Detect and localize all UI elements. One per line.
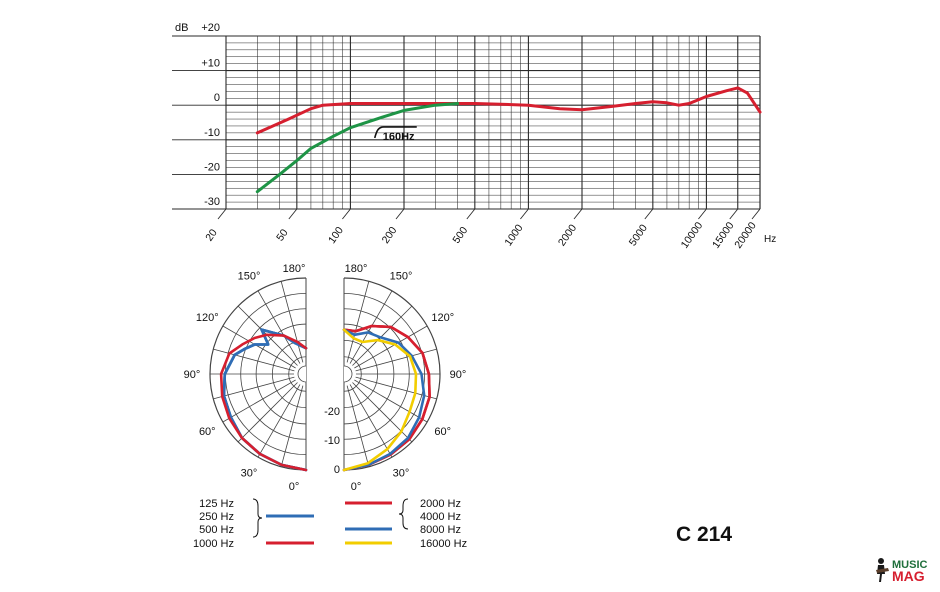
polar-center-right (343, 365, 353, 383)
watermark: MUSIC MAG (874, 556, 936, 584)
polar-curve-right-3 (342, 328, 426, 472)
polar-curve-left-4 (219, 333, 308, 472)
legend-right-label: 2000 Hz (420, 498, 461, 510)
x-tick-mark (729, 208, 739, 220)
watermark-bottom-text: MAG (892, 568, 925, 584)
legend-left-label: 1000 Hz (193, 538, 234, 550)
y-tick-label: -20 (204, 161, 220, 173)
polar-radial-label: -20 (324, 406, 340, 418)
polar-spoke-right (352, 305, 413, 366)
x-tick-label: 10000 (679, 220, 706, 251)
response-curve-1 (255, 86, 762, 135)
x-tick-mark (217, 208, 227, 220)
polar-spoke-left (213, 376, 295, 400)
polar-radial-label: -10 (324, 435, 340, 447)
x-tick-mark (520, 208, 529, 220)
x-tick-label: 1000 (502, 222, 525, 248)
y-tick-label: 0 (214, 92, 220, 104)
polar-angle-label-left: 30° (241, 468, 258, 480)
legend-right-brace (398, 498, 409, 530)
y-tick-label: +10 (201, 58, 220, 70)
highpass-label: 160Hz (383, 131, 415, 143)
polar-spoke-left (280, 385, 304, 467)
model-label: C 214 (676, 523, 733, 546)
polar-spoke-left (237, 382, 298, 443)
polar-spoke-left (222, 325, 296, 369)
x-tick-label: 20 (203, 227, 220, 244)
x-tick-mark (698, 208, 707, 220)
y-unit-label: dB (175, 22, 188, 34)
x-unit-label: Hz (764, 234, 776, 245)
response-curve-2 (255, 102, 460, 194)
polar-angle-label-right: 180° (345, 263, 368, 275)
polar-angle-label-left: 150° (238, 270, 261, 282)
x-tick-label: 500 (450, 225, 470, 246)
polar-angle-label-left: 60° (199, 426, 216, 438)
x-tick-label: 5000 (627, 222, 650, 248)
x-tick-mark (573, 208, 583, 220)
legend-right-label: 4000 Hz (420, 511, 461, 523)
polar-spoke-right (346, 281, 370, 363)
legend-left-label: 250 Hz (199, 511, 234, 523)
polar-angle-label-left: 0° (289, 481, 300, 493)
x-tick-mark (342, 208, 351, 220)
y-tick-label: +20 (201, 22, 220, 34)
x-tick-mark (644, 208, 654, 220)
polar-spoke-right (346, 385, 370, 467)
x-tick-mark (395, 208, 405, 220)
polar-radial-label: 0 (334, 464, 340, 476)
legend-left-brace (252, 498, 263, 538)
polar-spoke-left (257, 290, 301, 364)
polar-angle-label-right: 30° (393, 468, 410, 480)
polar-spoke-left (280, 281, 304, 363)
polar-spoke-left (222, 379, 296, 423)
x-tick-label: 15000 (710, 220, 737, 251)
polar-spoke-right (354, 379, 428, 423)
watermark-top-text: MUSIC (892, 559, 928, 571)
legend-left-label: 500 Hz (199, 524, 234, 536)
highpass-symbol (373, 126, 417, 139)
x-tick-label: 20000 (732, 220, 759, 251)
polar-spoke-right (349, 384, 393, 458)
y-tick-label: -10 (204, 127, 220, 139)
polar-angle-label-right: 0° (351, 481, 362, 493)
x-tick-label: 50 (274, 227, 291, 244)
x-tick-label: 2000 (556, 222, 579, 248)
x-tick-label: 100 (326, 225, 346, 246)
polar-angle-label-right: 150° (390, 270, 413, 282)
polar-angle-label-left: 180° (283, 263, 306, 275)
polar-curve-right-4 (342, 328, 418, 472)
polar-angle-label-right: 120° (431, 312, 454, 324)
polar-spoke-left (213, 348, 295, 372)
polar-center-left (297, 365, 307, 383)
legend-right-label: 16000 Hz (420, 538, 467, 550)
x-tick-label: 200 (380, 225, 400, 246)
x-tick-mark (466, 208, 476, 220)
polar-angle-label-right: 60° (434, 426, 451, 438)
polar-spoke-right (352, 382, 413, 443)
legend-left-label: 125 Hz (199, 498, 234, 510)
polar-spoke-left (257, 384, 301, 458)
guitarist-icon (876, 558, 889, 582)
polar-angle-label-left: 120° (196, 312, 219, 324)
polar-spoke-right (354, 325, 428, 369)
legend-right-label: 8000 Hz (420, 524, 461, 536)
y-tick-label: -30 (204, 196, 220, 208)
x-tick-mark (751, 208, 761, 220)
polar-angle-label-left: 90° (184, 369, 201, 381)
polar-angle-label-right: 90° (450, 369, 467, 381)
x-tick-mark (288, 208, 298, 220)
